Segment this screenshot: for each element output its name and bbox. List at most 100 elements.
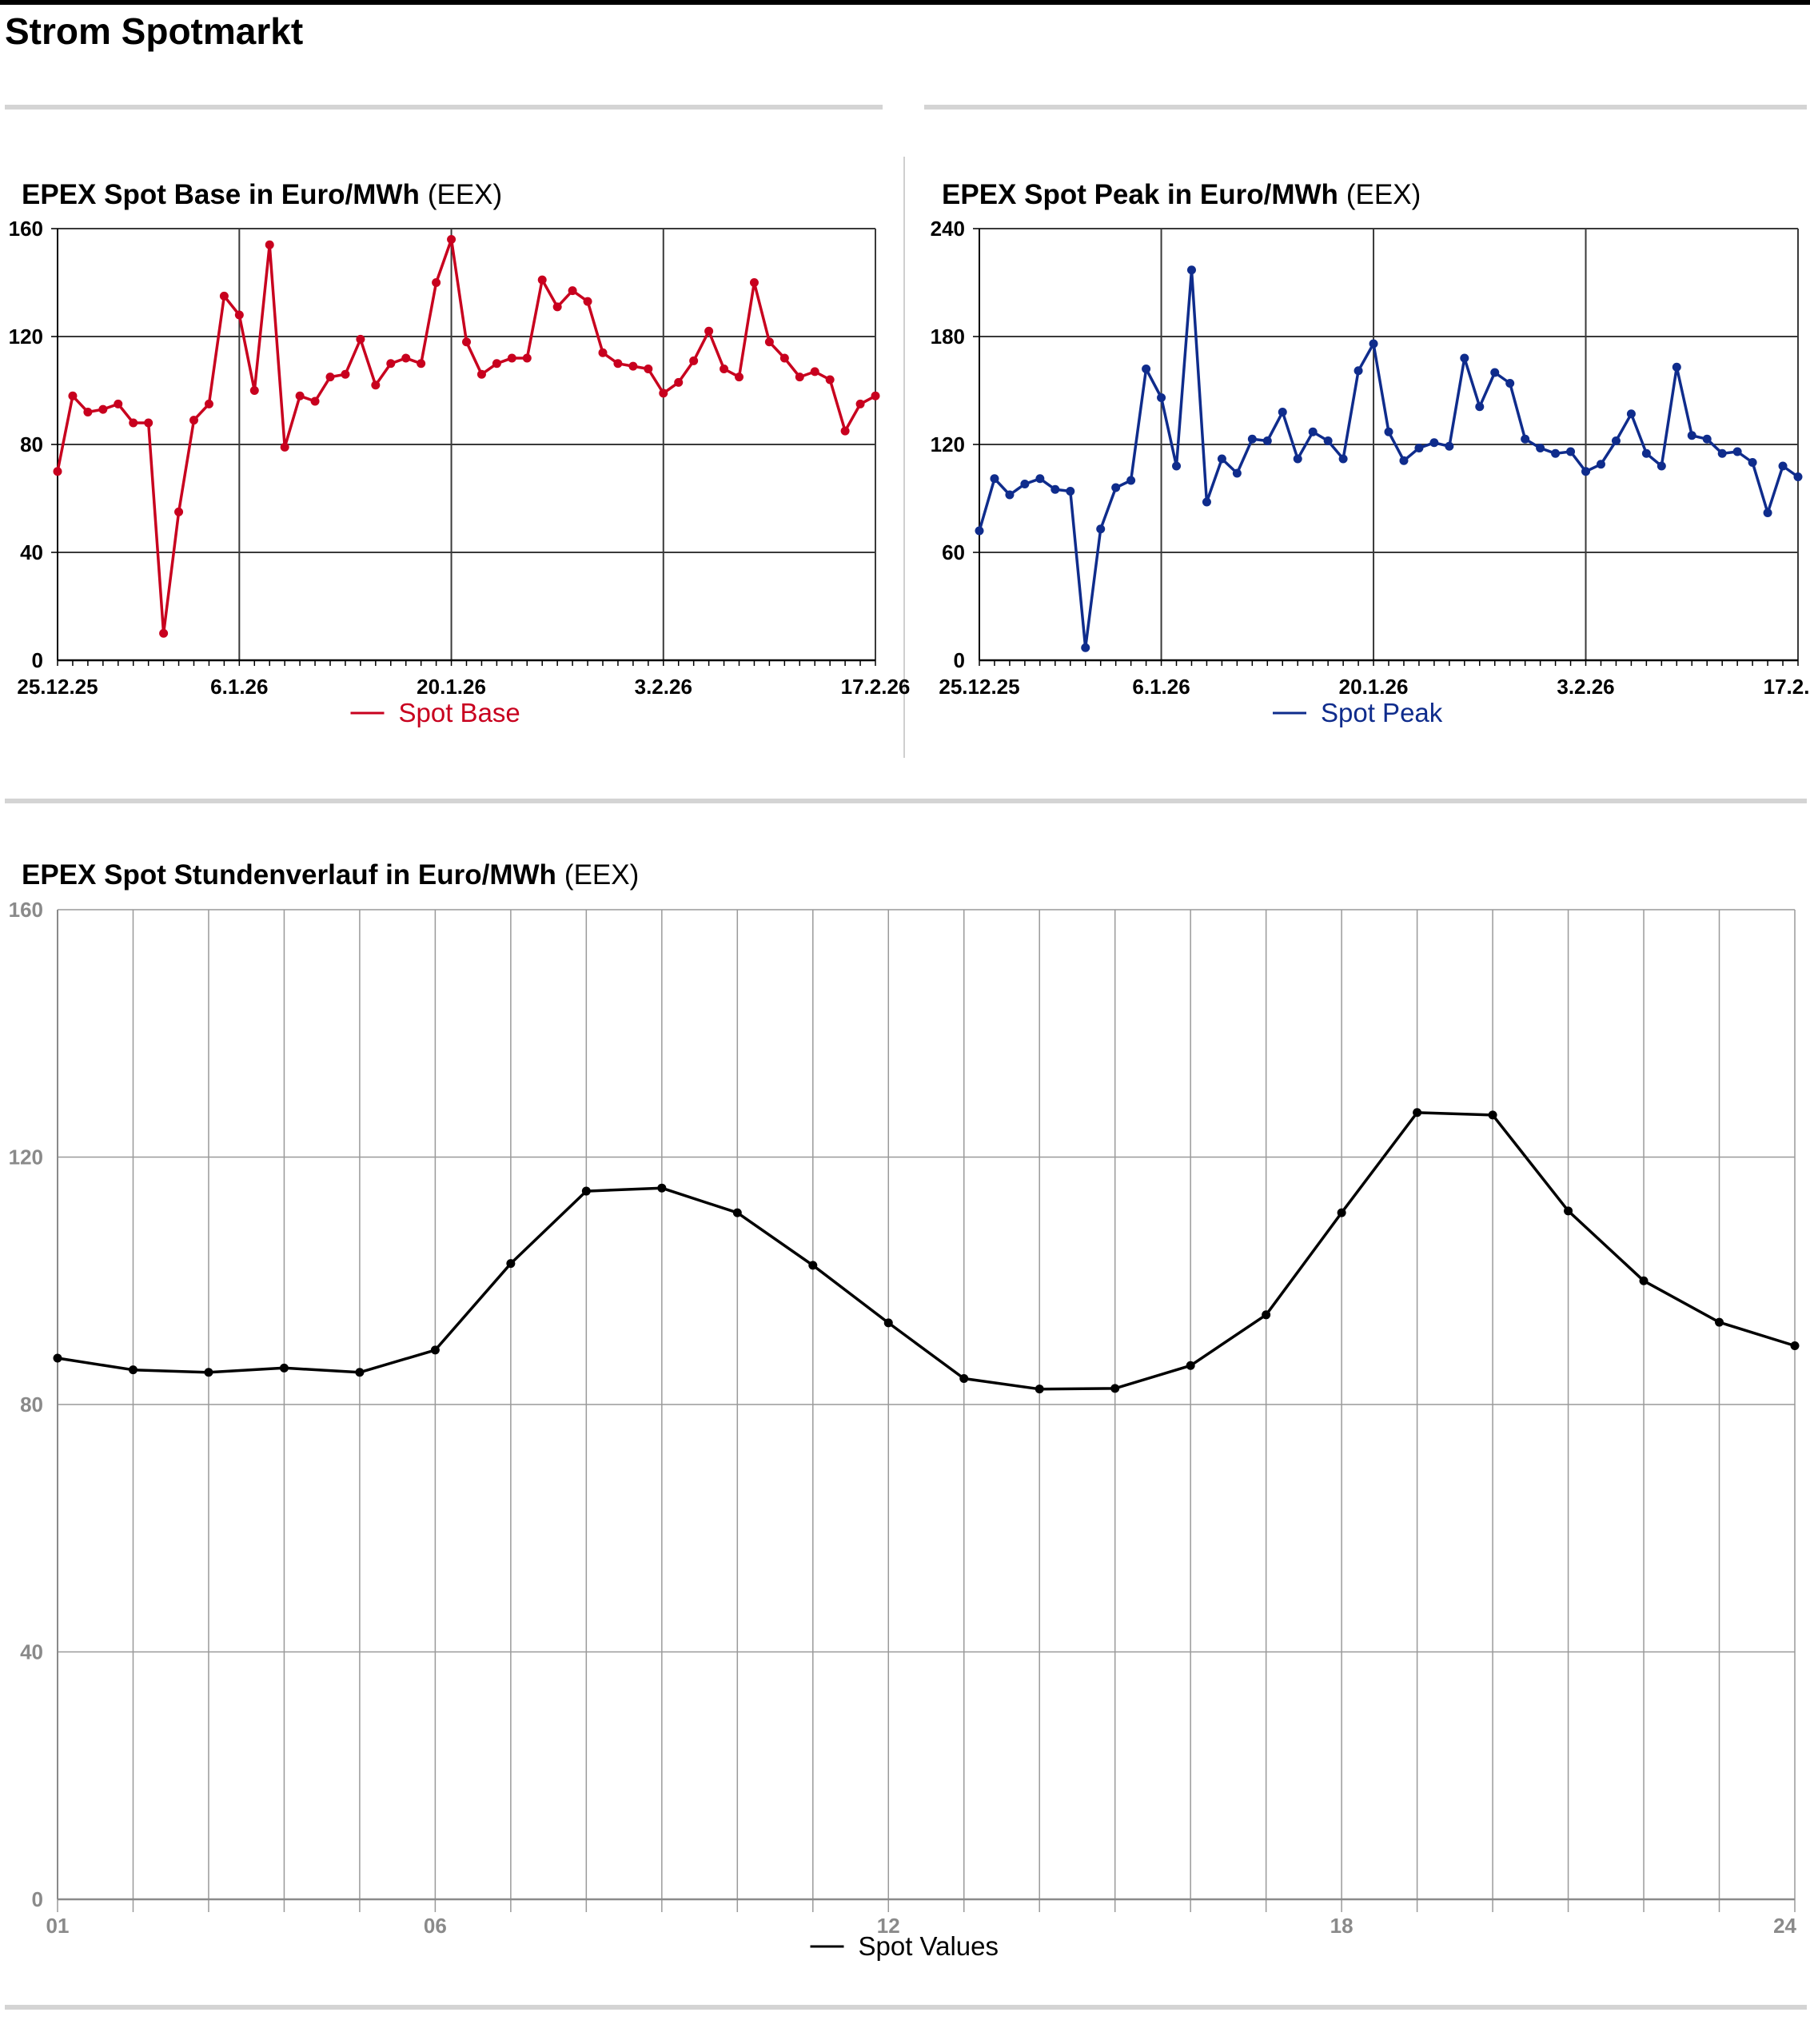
data-point [1413,1108,1422,1118]
data-point [1308,427,1318,436]
data-point [1596,460,1605,469]
data-point [1217,454,1226,464]
data-point [537,275,547,285]
data-point [432,278,441,287]
chart-source: (EEX) [1346,179,1421,210]
data-point [1126,476,1136,485]
data-point [1429,438,1439,448]
legend: Spot Base [350,698,520,727]
top-bar [0,0,1810,5]
data-point [1186,265,1196,275]
data-point [659,388,668,398]
data-point [581,1186,591,1196]
data-point [417,359,426,369]
panel-separator [903,157,905,758]
data-point [1262,1310,1271,1320]
data-point [975,526,984,536]
data-point [1110,1384,1120,1393]
data-point [1551,448,1561,458]
data-point [53,467,62,476]
chart-title-text: EPEX Spot Peak in Euro/MWh [942,179,1338,210]
data-point [219,291,229,301]
y-tick-label: 0 [32,1887,43,1911]
y-tick-label: 240 [931,217,965,241]
y-tick-label: 0 [32,648,43,672]
data-point [430,1345,440,1355]
x-tick-label: 24 [1773,1914,1796,1938]
data-point [1488,1110,1497,1120]
data-point [1611,436,1621,445]
data-point [1445,441,1454,451]
x-tick-label: 20.1.26 [1339,675,1409,699]
data-point [1293,454,1302,464]
x-tick-label: 25.12.25 [17,675,98,699]
x-tick-label: 17.2.26 [841,675,911,699]
data-point [234,310,244,320]
data-point [1566,447,1576,456]
data-point [447,235,456,244]
data-point [644,365,653,373]
data-point [810,367,819,377]
data-point [1232,468,1242,478]
data-point [249,386,259,395]
data-point [1066,487,1075,496]
data-point [310,396,320,406]
data-point [732,1208,742,1217]
data-point [506,1259,516,1269]
data-point [720,365,729,373]
chart-source: (EEX) [564,859,640,891]
data-point [295,391,305,400]
data-point [883,1318,893,1328]
data-point [1793,472,1803,481]
data-point [280,442,289,452]
data-point [462,337,471,347]
data-point [1702,434,1712,444]
y-tick-label: 40 [20,1640,43,1664]
legend: Spot Peak [1273,698,1443,727]
data-point [1581,467,1591,476]
data-point [674,377,684,387]
data-point [476,369,486,379]
data-point [371,381,381,390]
data-point [583,297,592,306]
data-point [325,373,335,382]
series-line [978,269,1800,650]
data-point [1005,490,1015,500]
x-tick-label: 18 [1330,1914,1354,1938]
data-point [356,334,365,344]
data-point [1748,458,1757,467]
data-point [1247,434,1257,444]
data-point [1414,444,1424,452]
data-point [1096,524,1106,534]
data-point [1142,365,1151,373]
data-point [1020,480,1030,488]
data-point [204,1368,213,1377]
data-point [1657,461,1666,471]
section-divider [924,105,1807,110]
legend-label: Spot Base [399,698,520,727]
data-point [735,373,744,382]
data-point [1475,402,1485,412]
data-point [1460,353,1469,363]
data-point [53,1353,62,1363]
data-point [1778,461,1788,471]
data-point [990,474,999,484]
data-point [825,375,835,384]
page-title: Strom Spotmarkt [5,10,304,52]
data-point [507,353,516,363]
data-point [83,408,93,416]
data-point [1641,448,1651,458]
x-tick-label: 25.12.25 [939,675,1019,699]
data-point [689,356,699,365]
data-point [204,399,213,408]
data-point [1687,431,1696,440]
data-point [1639,1276,1649,1285]
data-point [795,373,804,382]
data-point [265,240,274,249]
chart-source: (EEX) [427,179,503,210]
data-point [189,416,198,425]
y-tick-label: 160 [9,898,43,922]
data-point [598,348,608,357]
data-point [98,404,108,414]
